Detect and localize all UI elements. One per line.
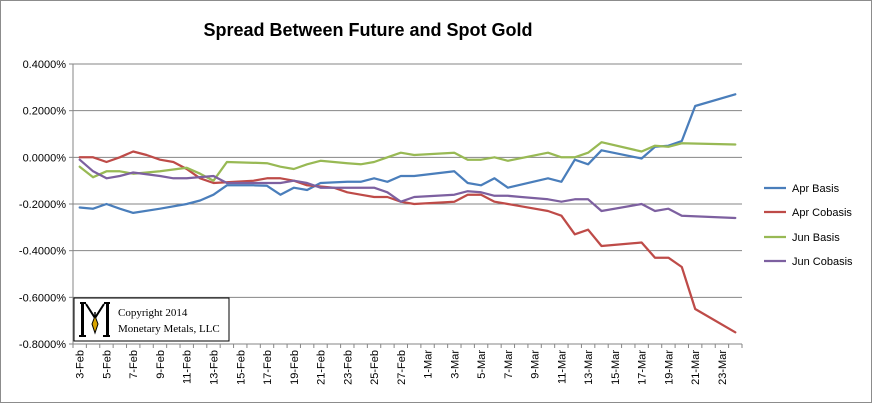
x-tick-label: 17-Mar <box>637 350 649 385</box>
y-tick-label: -0.6000% <box>19 292 66 304</box>
x-tick-label: 7-Mar <box>503 350 515 379</box>
legend-label: Apr Basis <box>792 183 840 195</box>
y-axis: 0.4000% 0.2000% 0.0000% -0.2000% -0.4000% -0.… <box>19 59 73 351</box>
x-tick-label: 13-Feb <box>208 350 220 385</box>
legend-label: Apr Cobasis <box>792 207 852 219</box>
grid-lines <box>73 63 742 345</box>
x-tick-label: 23-Mar <box>717 350 729 385</box>
x-tick-label: 15-Feb <box>235 350 247 385</box>
x-tick-label: 21-Mar <box>690 350 702 385</box>
x-tick-label: 3-Mar <box>449 350 461 379</box>
x-tick-label: 1-Mar <box>423 350 435 379</box>
series-line-jun-basis <box>78 141 737 182</box>
watermark-box <box>73 297 230 342</box>
series-line-apr-basis <box>78 93 737 215</box>
y-tick-label: 0.4000% <box>23 59 67 71</box>
x-tick-label: 7-Feb <box>128 350 140 379</box>
y-tick-label: -0.8000% <box>19 339 66 351</box>
x-tick-label: 9-Mar <box>530 350 542 379</box>
chart-title: Spread Between Future and Spot Gold <box>203 20 532 40</box>
y-tick-label: 0.0000% <box>23 152 67 164</box>
series-line-apr-cobasis <box>78 150 737 334</box>
y-tick-label: -0.2000% <box>19 199 66 211</box>
x-tick-label: 11-Feb <box>182 350 194 384</box>
x-tick-label: 5-Feb <box>101 350 113 379</box>
x-axis: 3-Feb 5-Feb 7-Feb 9-Feb 11-Feb 13-Feb 15-Feb 17… <box>72 344 743 385</box>
y-tick-label: -0.4000% <box>19 246 66 258</box>
x-tick-label: 19-Feb <box>289 350 301 385</box>
x-tick-label: 27-Feb <box>396 350 408 385</box>
series-group <box>78 93 737 334</box>
company-name-text: Monetary Metals, LLC <box>118 323 220 335</box>
series-line-jun-cobasis <box>78 158 737 220</box>
x-tick-label: 23-Feb <box>342 350 354 385</box>
copyright-text: Copyright 2014 <box>118 307 188 319</box>
legend-label: Jun Cobasis <box>792 256 853 268</box>
x-tick-label: 21-Feb <box>316 350 328 385</box>
x-tick-label: 11-Mar <box>556 350 568 384</box>
x-tick-label: 3-Feb <box>75 350 87 379</box>
legend-label: Jun Basis <box>792 232 840 244</box>
x-tick-label: 19-Mar <box>663 350 675 385</box>
x-tick-label: 13-Mar <box>583 350 595 385</box>
monetary-metals-logo-icon <box>79 302 110 337</box>
x-tick-label: 25-Feb <box>369 350 381 385</box>
y-tick-label: 0.2000% <box>23 106 67 118</box>
x-tick-label: 17-Feb <box>262 350 274 385</box>
x-tick-label: 5-Mar <box>476 350 488 379</box>
copyright-watermark: Copyright 2014 Monetary Metals, LLC <box>73 297 230 342</box>
legend: Apr Basis Apr Cobasis Jun Basis Jun Cobasis <box>764 183 853 268</box>
x-tick-label: 15-Mar <box>610 350 622 385</box>
x-tick-label: 9-Feb <box>155 350 167 379</box>
